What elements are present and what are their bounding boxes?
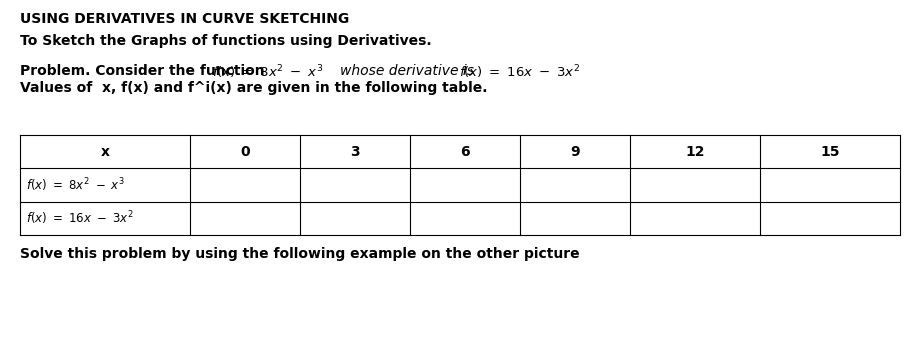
Text: 0: 0 bbox=[240, 144, 250, 158]
Text: 15: 15 bbox=[821, 144, 840, 158]
Text: 3: 3 bbox=[350, 144, 360, 158]
Text: $f(x)\ =\ 16x\ -\ 3x^{2}$: $f(x)\ =\ 16x\ -\ 3x^{2}$ bbox=[459, 63, 580, 81]
Text: 9: 9 bbox=[570, 144, 580, 158]
Text: whose derivative is: whose derivative is bbox=[340, 64, 479, 78]
Text: Problem. Consider the function: Problem. Consider the function bbox=[20, 64, 269, 78]
Text: x: x bbox=[100, 144, 109, 158]
Text: $f(x)\ =\ 8x^{2}\ -\ x^{3}$: $f(x)\ =\ 8x^{2}\ -\ x^{3}$ bbox=[212, 63, 323, 81]
Text: 12: 12 bbox=[686, 144, 705, 158]
Text: 6: 6 bbox=[460, 144, 470, 158]
Text: Values of  x, f(x) and f^i(x) are given in the following table.: Values of x, f(x) and f^i(x) are given i… bbox=[20, 81, 487, 95]
Text: USING DERIVATIVES IN CURVE SKETCHING: USING DERIVATIVES IN CURVE SKETCHING bbox=[20, 12, 349, 26]
Text: Solve this problem by using the following example on the other picture: Solve this problem by using the followin… bbox=[20, 247, 580, 261]
Text: $f(x)\ =\ 16x\ -\ 3x^2$: $f(x)\ =\ 16x\ -\ 3x^2$ bbox=[26, 210, 133, 227]
Text: To Sketch the Graphs of functions using Derivatives.: To Sketch the Graphs of functions using … bbox=[20, 34, 432, 48]
Text: $f(x)\ =\ 8x^2\ -\ x^3$: $f(x)\ =\ 8x^2\ -\ x^3$ bbox=[26, 176, 125, 194]
